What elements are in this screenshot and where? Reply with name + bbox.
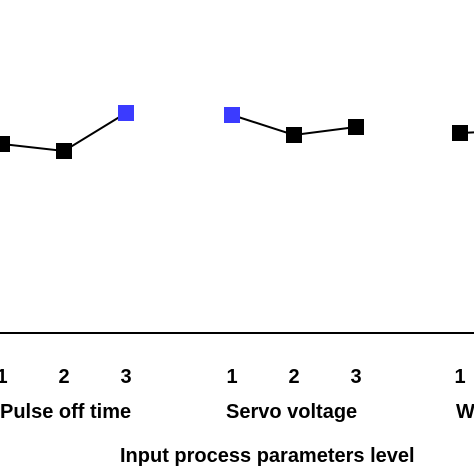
tick-label-layer: 12312312 [0,366,466,388]
data-point-2-1 [224,107,240,123]
data-point-2-3 [348,119,364,135]
tick-label-3-1: 1 [454,366,465,388]
group-label-1: Pulse off time [0,401,131,423]
tick-label-1-2: 2 [58,366,69,388]
data-point-2-2 [286,127,302,143]
data-point-1-2 [56,143,72,159]
data-point-3-1 [452,125,468,141]
series-line-3 [459,131,474,134]
x-axis-label: Input process parameters level [120,445,415,467]
tick-label-2-1: 1 [226,366,237,388]
series-layer [0,105,474,159]
tick-label-2-3: 3 [350,366,361,388]
group-label-2: Servo voltage [226,401,357,423]
tick-label-1-3: 3 [120,366,131,388]
data-point-1-1 [0,136,10,152]
tick-label-1-1: 1 [0,366,8,388]
data-point-1-3 [118,105,134,121]
group-label-layer: Pulse off time Servo voltage W [0,401,474,423]
tick-label-2-2: 2 [288,366,299,388]
group-label-3: W [456,401,474,423]
